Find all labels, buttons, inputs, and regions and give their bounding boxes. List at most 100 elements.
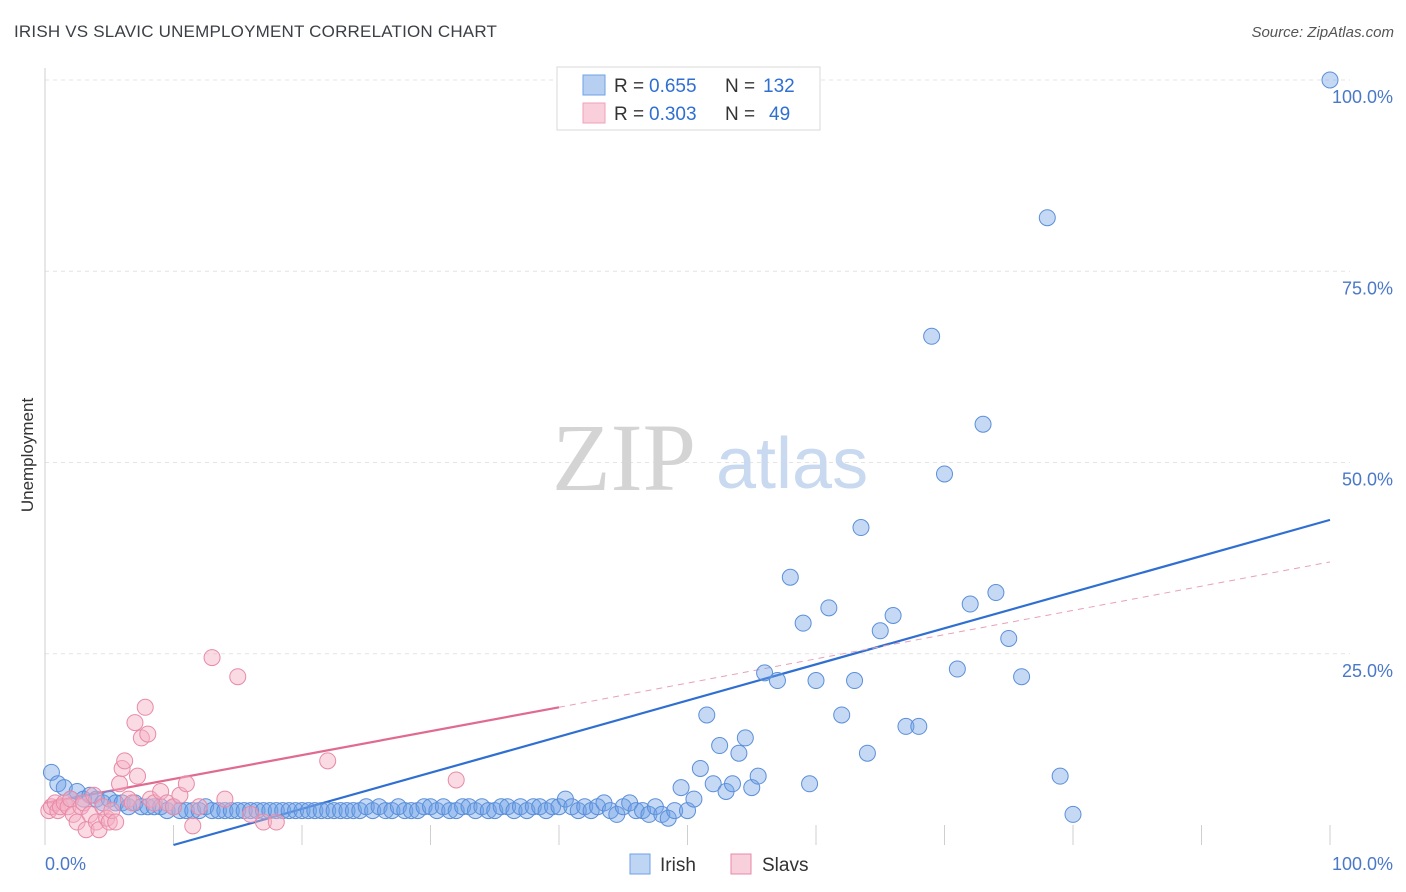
data-points <box>40 71 1339 839</box>
irish-point <box>736 729 754 747</box>
slavs-point <box>267 813 285 831</box>
y-tick-label: 25.0% <box>1342 661 1393 681</box>
legend-swatch-irish <box>582 74 606 96</box>
irish-point <box>961 595 979 613</box>
irish-point <box>871 622 889 640</box>
irish-point <box>730 744 748 762</box>
slavs-trend-extension <box>558 561 1331 708</box>
irish-point <box>338 802 356 820</box>
irish-point <box>685 790 703 808</box>
irish-point <box>987 584 1005 602</box>
irish-point <box>858 744 876 762</box>
irish-point <box>711 737 729 755</box>
grid-lines <box>45 79 1350 655</box>
irish-point <box>691 760 709 777</box>
irish-point <box>293 802 311 820</box>
chart-title: IRISH VS SLAVIC UNEMPLOYMENT CORRELATION… <box>14 22 498 41</box>
slavs-point <box>242 805 260 823</box>
irish-point <box>749 767 767 785</box>
irish-point <box>492 798 510 816</box>
irish-point <box>948 660 966 678</box>
slavs-point <box>229 668 247 686</box>
stats-legend: R = 0.655 N = 132 R = 0.303 N = 49 <box>556 66 821 131</box>
irish-point <box>846 672 864 690</box>
series-legend: Irish Slavs <box>629 853 808 876</box>
irish-point <box>884 607 902 624</box>
irish-point <box>666 802 684 820</box>
irish-point <box>524 798 542 816</box>
slavs-point <box>177 775 195 793</box>
slavs-point <box>203 649 221 667</box>
watermark-zip: ZIP <box>552 404 696 511</box>
slavs-point <box>107 813 125 831</box>
slavs-point <box>254 813 272 831</box>
irish-point <box>768 672 786 690</box>
irish-trend-line <box>173 518 1331 847</box>
irish-point <box>280 802 298 820</box>
irish-point <box>377 802 395 820</box>
series-legend-label-irish: Irish <box>660 855 696 876</box>
irish-point <box>801 775 819 793</box>
slavs-point <box>116 752 134 770</box>
y-tick-label: 50.0% <box>1342 470 1393 490</box>
irish-point <box>1321 71 1339 89</box>
irish-point <box>325 802 343 820</box>
legend-r-value-irish: 0.655 <box>649 76 697 97</box>
slavs-point <box>126 714 144 732</box>
irish-point <box>698 706 716 724</box>
slavs-point <box>139 725 157 743</box>
legend-n-label-irish: N = <box>725 76 755 97</box>
irish-point <box>229 802 247 820</box>
irish-point <box>897 717 915 735</box>
slavs-point <box>85 786 103 804</box>
irish-point <box>319 802 337 820</box>
irish-point <box>299 802 317 820</box>
slavs-point <box>216 790 234 808</box>
legend-n-value-irish: 132 <box>763 76 795 97</box>
legend-r-label-slavs: R = <box>614 104 644 125</box>
watermark: ZIP atlas <box>552 404 868 511</box>
irish-point <box>974 415 992 433</box>
irish-point <box>396 802 414 820</box>
legend-r-value-slavs: 0.303 <box>649 104 697 125</box>
irish-point <box>479 802 497 820</box>
irish-point <box>1064 805 1082 823</box>
irish-point <box>852 519 870 537</box>
slavs-point <box>447 771 465 789</box>
watermark-atlas: atlas <box>716 424 868 504</box>
slavs-trend-line <box>44 706 560 805</box>
series-legend-swatch-irish <box>629 853 651 875</box>
irish-point <box>723 775 741 793</box>
irish-point <box>1038 209 1056 227</box>
irish-point <box>107 794 125 812</box>
irish-point <box>332 802 350 820</box>
irish-point <box>807 672 825 690</box>
slavs-point <box>123 794 141 812</box>
legend-r-label-irish: R = <box>614 76 644 97</box>
irish-point <box>756 664 774 682</box>
irish-point <box>910 717 928 735</box>
y-tick-label: 100.0% <box>1332 87 1393 107</box>
irish-point <box>936 465 953 483</box>
slavs-point <box>190 798 208 816</box>
irish-point <box>704 775 722 793</box>
irish-point <box>544 798 562 816</box>
legend-n-value-slavs: 49 <box>769 104 790 125</box>
irish-point <box>242 802 260 820</box>
irish-point <box>454 798 472 816</box>
irish-point <box>794 614 812 632</box>
irish-point <box>1000 629 1018 647</box>
irish-point <box>203 802 221 820</box>
irish-point <box>923 327 941 345</box>
slavs-point <box>111 775 129 793</box>
slavs-point <box>184 817 202 835</box>
trend-lines <box>44 518 1331 847</box>
slavs-point <box>129 767 147 785</box>
irish-point <box>1013 668 1031 686</box>
tick-labels: 100.0% 75.0% 50.0% 25.0% 0.0% 100.0% <box>45 87 1393 874</box>
axes <box>44 68 1331 845</box>
x-tick-label: 100.0% <box>1332 854 1393 874</box>
irish-point <box>145 798 163 816</box>
irish-point <box>441 802 459 820</box>
